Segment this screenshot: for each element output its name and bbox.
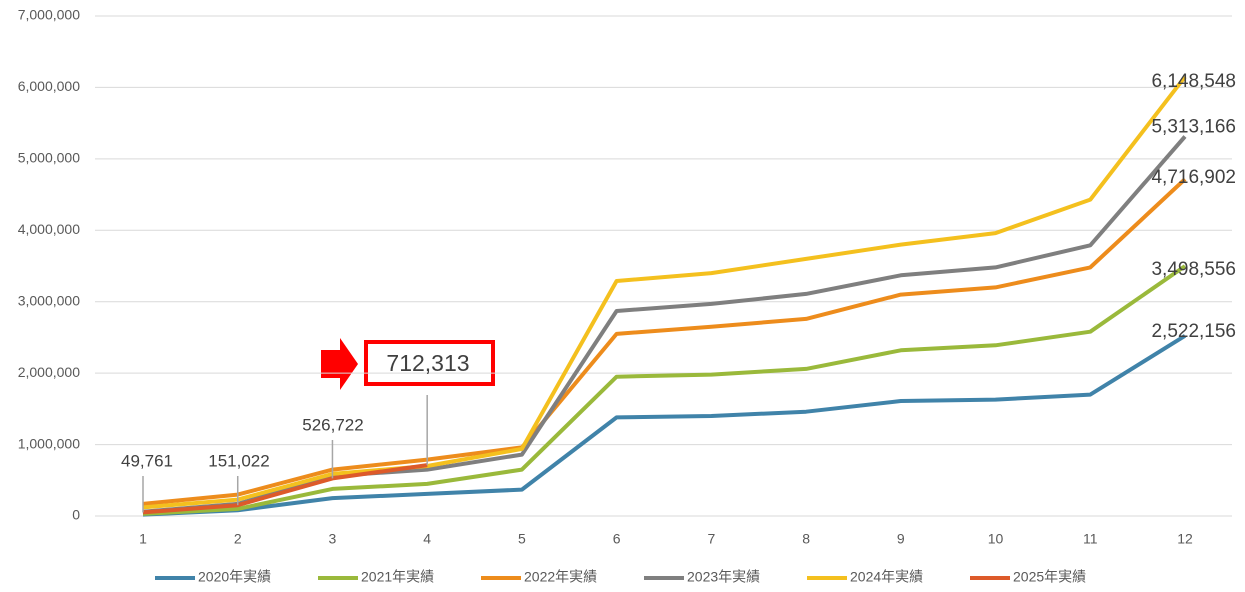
x-tick-label: 1: [139, 531, 147, 547]
line-series: [142, 177, 1187, 506]
y-tick-label: 0: [72, 507, 80, 523]
line-series: [142, 463, 428, 515]
legend-label: 2021年実績: [361, 569, 434, 585]
data-label: 2,522,156: [1151, 321, 1236, 342]
y-tick-label: 1,000,000: [18, 435, 80, 451]
data-label: 6,148,548: [1151, 71, 1236, 92]
line-series: [142, 135, 1187, 514]
x-tick-label: 6: [613, 531, 621, 547]
data-label: 5,313,166: [1151, 117, 1236, 138]
arrow: [321, 338, 358, 390]
y-tick-label: 3,000,000: [18, 292, 80, 308]
data-label: 3,498,556: [1151, 259, 1236, 280]
legend-label: 2025年実績: [1013, 569, 1086, 585]
y-tick-label: 6,000,000: [18, 78, 80, 94]
x-tick-label: 9: [897, 531, 905, 547]
legend-label: 2024年実績: [850, 569, 923, 585]
y-tick-label: 4,000,000: [18, 221, 80, 237]
y-tick-label: 2,000,000: [18, 364, 80, 380]
y-tick-label: 5,000,000: [18, 150, 80, 166]
x-tick-label: 2: [234, 531, 242, 547]
data-label: 712,313: [386, 350, 469, 376]
line-series: [142, 264, 1187, 516]
data-label: 4,716,902: [1151, 167, 1236, 188]
x-tick-label: 12: [1177, 531, 1193, 547]
data-label: 49,761: [121, 451, 173, 470]
x-tick-label: 3: [329, 531, 337, 547]
x-tick-label: 8: [802, 531, 810, 547]
x-tick-label: 5: [518, 531, 526, 547]
x-tick-label: 4: [423, 531, 431, 547]
data-label: 151,022: [208, 451, 269, 470]
highlight-box: [364, 340, 495, 386]
line-series: [142, 334, 1187, 517]
line-series: [142, 75, 1187, 510]
x-tick-label: 11: [1083, 531, 1098, 547]
legend-label: 2020年実績: [198, 569, 271, 585]
data-label: 526,722: [302, 415, 363, 434]
legend-label: 2022年実績: [524, 569, 597, 585]
legend-label: 2023年実績: [687, 569, 760, 585]
x-tick-label: 10: [988, 531, 1004, 547]
x-tick-label: 7: [707, 531, 715, 547]
y-tick-label: 7,000,000: [18, 7, 80, 23]
